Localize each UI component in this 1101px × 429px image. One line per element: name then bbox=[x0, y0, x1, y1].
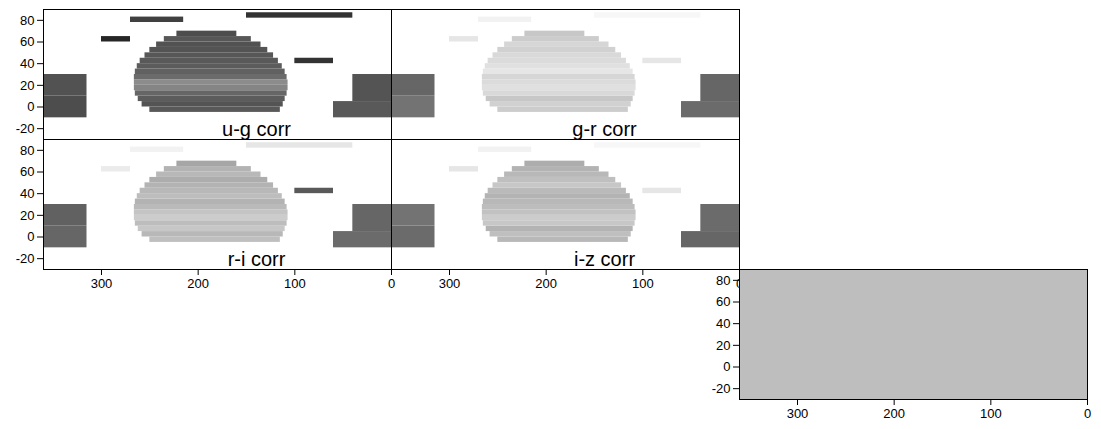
svg-text:60: 60 bbox=[716, 294, 730, 309]
svg-text:-20: -20 bbox=[16, 121, 35, 136]
svg-text:0: 0 bbox=[27, 99, 34, 114]
svg-text:80: 80 bbox=[20, 142, 34, 157]
svg-text:0: 0 bbox=[1084, 406, 1091, 421]
svg-text:300: 300 bbox=[787, 406, 809, 421]
svg-text:20: 20 bbox=[20, 77, 34, 92]
svg-text:100: 100 bbox=[632, 276, 654, 291]
svg-text:300: 300 bbox=[91, 276, 113, 291]
svg-text:40: 40 bbox=[716, 316, 730, 331]
svg-text:0: 0 bbox=[723, 359, 730, 374]
svg-text:40: 40 bbox=[20, 186, 34, 201]
svg-text:200: 200 bbox=[883, 406, 905, 421]
svg-text:60: 60 bbox=[20, 34, 34, 49]
svg-text:200: 200 bbox=[187, 276, 209, 291]
svg-text:40: 40 bbox=[20, 56, 34, 71]
svg-text:80: 80 bbox=[716, 272, 730, 287]
svg-text:0: 0 bbox=[27, 229, 34, 244]
svg-text:-20: -20 bbox=[16, 251, 35, 266]
svg-text:r-i corr: r-i corr bbox=[228, 248, 286, 270]
svg-text:20: 20 bbox=[20, 207, 34, 222]
svg-text:-20: -20 bbox=[712, 381, 731, 396]
svg-text:g-r corr: g-r corr bbox=[572, 118, 637, 140]
svg-text:100: 100 bbox=[980, 406, 1002, 421]
svg-text:i-z corr: i-z corr bbox=[574, 248, 635, 270]
svg-text:u-g corr: u-g corr bbox=[222, 118, 291, 140]
svg-text:300: 300 bbox=[439, 276, 461, 291]
svg-text:0: 0 bbox=[388, 276, 395, 291]
svg-text:100: 100 bbox=[284, 276, 306, 291]
svg-text:60: 60 bbox=[20, 164, 34, 179]
svg-text:20: 20 bbox=[716, 337, 730, 352]
svg-text:200: 200 bbox=[535, 276, 557, 291]
svg-text:80: 80 bbox=[20, 12, 34, 27]
